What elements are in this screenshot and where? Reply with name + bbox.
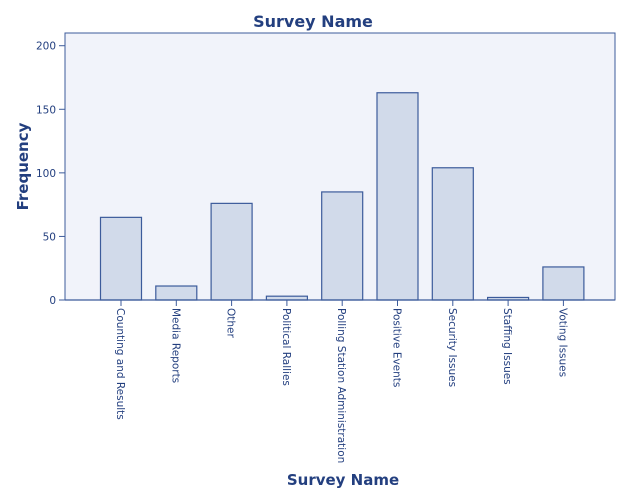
y-tick-label: 50 xyxy=(43,231,56,243)
x-axis-title: Survey Name xyxy=(287,471,399,489)
x-tick-label: Polling Station Administration xyxy=(335,308,347,463)
y-tick-label: 0 xyxy=(49,295,56,307)
y-axis-title: Frequency xyxy=(14,122,32,210)
x-axis: Counting and Results Media Reports Other Po… xyxy=(65,299,615,463)
x-tick-label: Other xyxy=(225,308,237,338)
bars xyxy=(99,92,585,301)
x-tick-label: Positive Events xyxy=(391,308,403,387)
y-tick-label: 200 xyxy=(36,41,56,53)
y-axis: 0 50 100 150 200 xyxy=(36,41,65,307)
x-tick-label: Staffing Issues xyxy=(501,308,513,385)
y-tick-label: 100 xyxy=(36,168,56,180)
bar xyxy=(431,167,474,301)
x-tick-label: Counting and Results xyxy=(114,308,126,420)
x-tick-label: Media Reports xyxy=(169,308,181,383)
y-tick-label: 150 xyxy=(36,104,56,116)
x-tick-label: Security Issues xyxy=(446,308,458,387)
chart-title: Survey Name xyxy=(253,12,373,31)
x-tick-label: Voting Issues xyxy=(556,308,568,377)
bar xyxy=(155,285,198,301)
bar xyxy=(542,266,585,301)
bar xyxy=(376,92,419,301)
bar xyxy=(321,191,364,301)
x-tick-label: Political Rallies xyxy=(280,308,292,386)
bar xyxy=(210,202,253,301)
bar xyxy=(99,216,143,301)
